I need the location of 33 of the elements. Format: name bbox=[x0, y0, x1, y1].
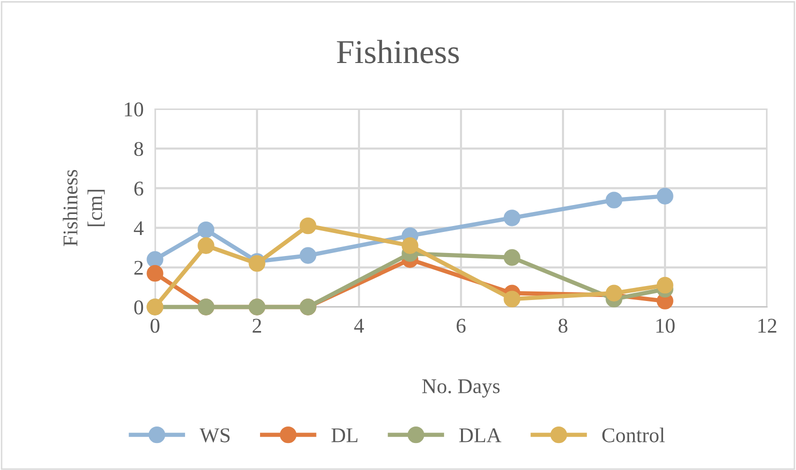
y-axis-title: Fishiness [cm] bbox=[62, 170, 105, 246]
point bbox=[300, 217, 316, 234]
point bbox=[606, 192, 622, 208]
point bbox=[402, 237, 418, 254]
legend-label: DL bbox=[331, 428, 358, 442]
x-tick-label: 0 bbox=[150, 318, 160, 333]
legend-label: Control bbox=[602, 428, 665, 442]
point bbox=[300, 247, 316, 264]
point bbox=[504, 249, 520, 266]
x-tick-label: 2 bbox=[252, 318, 262, 333]
y-tick-label: 6 bbox=[134, 182, 144, 196]
point bbox=[656, 276, 674, 294]
y-tick-label: 2 bbox=[134, 260, 143, 275]
point bbox=[198, 237, 214, 254]
x-tick-label: 8 bbox=[558, 318, 568, 333]
point bbox=[504, 210, 520, 226]
chart-title: Fishiness bbox=[336, 40, 459, 64]
legend-label: DLA bbox=[459, 428, 502, 442]
point bbox=[656, 188, 674, 204]
x-tick-label: 6 bbox=[456, 318, 466, 333]
y-tick-label: 4 bbox=[134, 221, 144, 236]
point bbox=[198, 221, 214, 238]
x-tick-label: 10 bbox=[656, 318, 675, 333]
y-tick-label: 10 bbox=[124, 102, 144, 116]
x-tick-label: 12 bbox=[758, 318, 776, 333]
x-tick-label: 4 bbox=[354, 318, 364, 333]
y-tick-label: 8 bbox=[134, 142, 144, 156]
x-axis-title: No. Days bbox=[422, 379, 500, 398]
point bbox=[146, 265, 164, 282]
point bbox=[504, 290, 520, 308]
legend-label: WS bbox=[200, 428, 230, 442]
point bbox=[146, 251, 164, 268]
y-tick-label: 0 bbox=[134, 300, 144, 314]
